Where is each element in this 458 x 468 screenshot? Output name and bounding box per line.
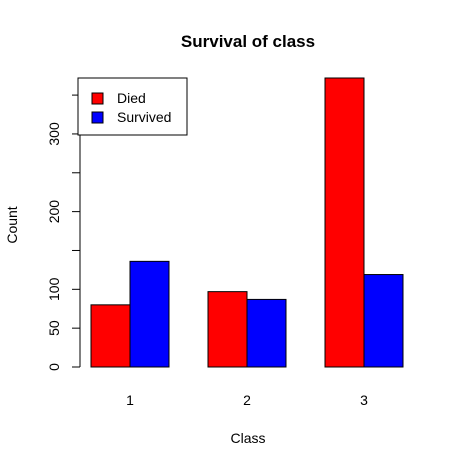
legend: Died Survived (77, 77, 188, 136)
bar-died-class-3 (324, 77, 365, 368)
bar-survived-class-2 (246, 298, 287, 368)
y-axis: 0 50 100 200 300 (46, 94, 81, 371)
legend-swatch-survived (91, 111, 104, 124)
y-tick-label: 300 (46, 122, 62, 146)
y-tick-label: 0 (46, 363, 62, 371)
x-axis-label: Class (230, 430, 265, 446)
chart-title: Survival of class (181, 32, 315, 51)
bar-died-class-2 (207, 291, 248, 368)
bar-died-class-1 (90, 304, 131, 368)
bars (90, 77, 404, 368)
y-tick-label: 50 (46, 320, 62, 336)
legend-swatch-died (91, 92, 104, 105)
x-tick-labels: 1 2 3 (126, 392, 368, 408)
x-tick-label: 2 (243, 392, 251, 408)
legend-label-died: Died (117, 90, 146, 106)
y-tick-label: 200 (46, 200, 62, 224)
bar-survived-class-3 (363, 274, 404, 368)
bar-survived-class-1 (129, 260, 170, 368)
y-axis-label: Count (4, 206, 20, 243)
x-tick-label: 3 (360, 392, 368, 408)
legend-label-survived: Survived (117, 109, 171, 125)
y-tick-label: 100 (46, 277, 62, 301)
legend-box (77, 77, 188, 136)
x-tick-label: 1 (126, 392, 134, 408)
